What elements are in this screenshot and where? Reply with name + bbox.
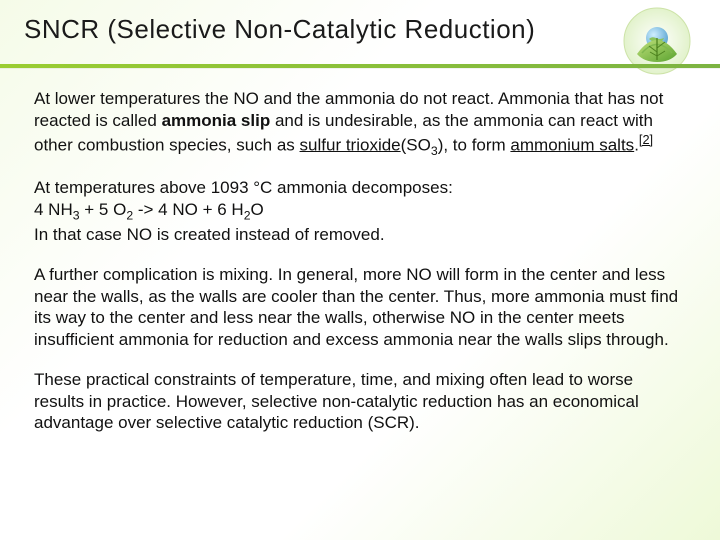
text: (SO [401, 135, 431, 154]
text: O [251, 200, 264, 219]
text: In that case NO is created instead of re… [34, 225, 385, 244]
content-area: At lower temperatures the NO and the amm… [34, 88, 680, 520]
citation-link[interactable]: [2] [639, 132, 653, 147]
slide-title: SNCR (Selective Non-Catalytic Reduction) [24, 14, 590, 45]
paragraph-1: At lower temperatures the NO and the amm… [34, 88, 680, 159]
text: At temperatures above 1093 °C ammonia de… [34, 178, 453, 197]
term-ammonia-slip: ammonia slip [162, 111, 271, 130]
link-ammonium-salts[interactable]: ammonium salts [510, 135, 634, 154]
paragraph-2: At temperatures above 1093 °C ammonia de… [34, 177, 680, 246]
link-sulfur-trioxide[interactable]: sulfur trioxide [300, 135, 401, 154]
text: 4 NH [34, 200, 73, 219]
equation: 4 NH3 + 5 O2 -> 4 NO + 6 H2O [34, 200, 264, 219]
subscript: 3 [73, 208, 80, 222]
text: ), to form [438, 135, 511, 154]
subscript: 2 [244, 208, 251, 222]
header-divider [0, 64, 720, 68]
slide: SNCR (Selective Non-Catalytic Reduction) [0, 0, 720, 540]
text: -> 4 NO + 6 H [133, 200, 244, 219]
paragraph-4: These practical constraints of temperatu… [34, 369, 680, 434]
subscript: 3 [431, 144, 438, 158]
paragraph-3: A further complication is mixing. In gen… [34, 264, 680, 351]
text: + 5 O [80, 200, 127, 219]
